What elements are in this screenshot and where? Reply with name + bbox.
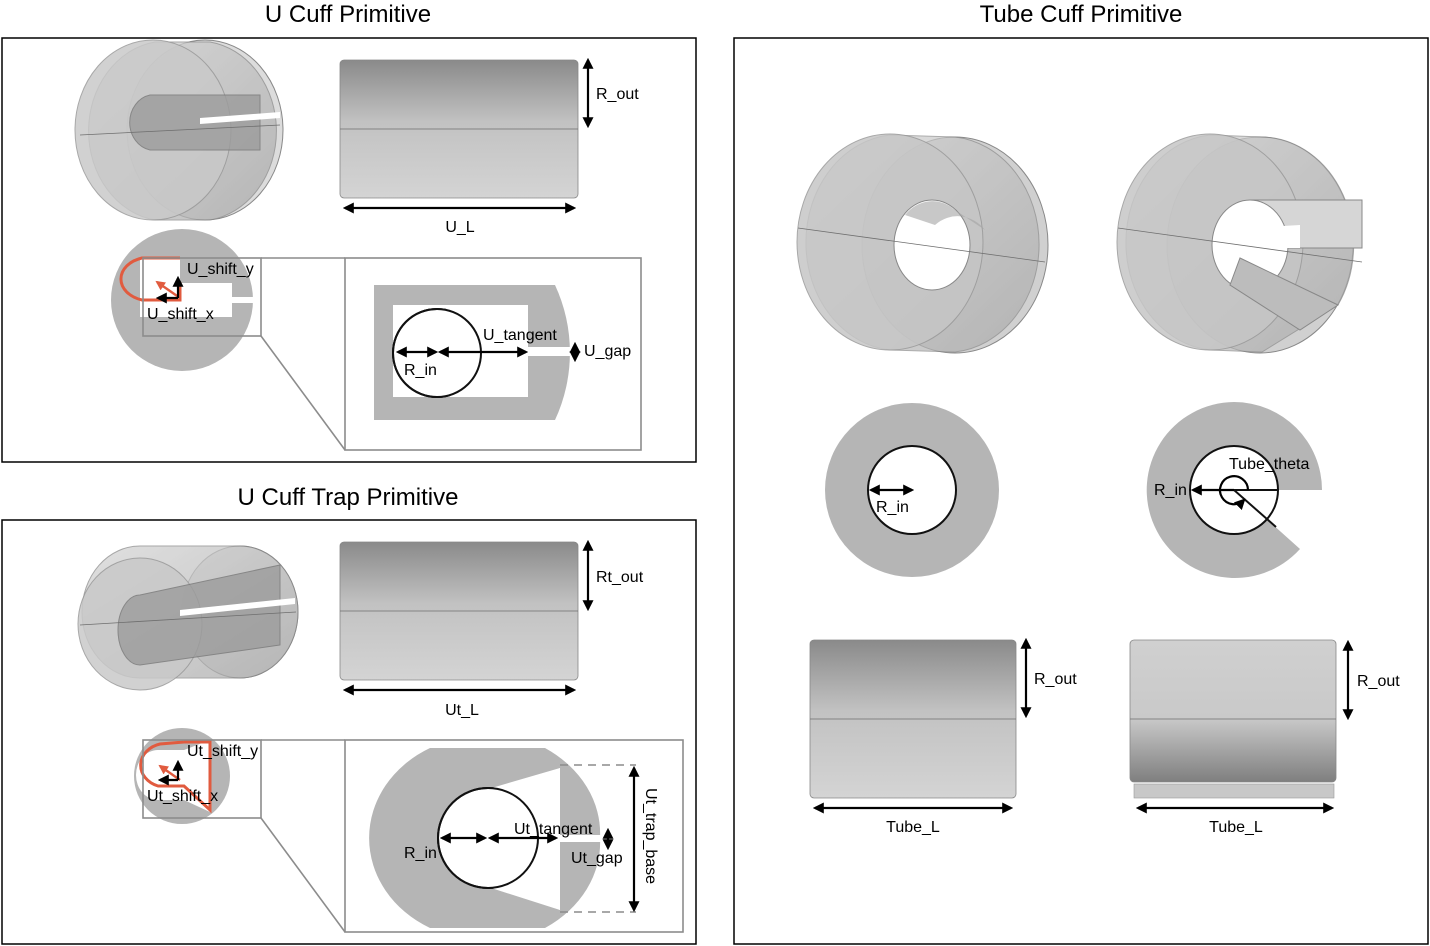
tube-r-in-left-label: R_in bbox=[876, 499, 909, 516]
u-cuff-trap-zoom-detail: R_in Ut_tangent Ut_gap Ut_trap_base bbox=[344, 739, 684, 933]
ut-gap-label: Ut_gap bbox=[571, 850, 623, 867]
tube-r-out-left-label: R_out bbox=[1034, 671, 1077, 688]
tube-l-left-label: Tube_L bbox=[886, 819, 940, 836]
tube-cuff-title: Tube Cuff Primitive bbox=[980, 1, 1183, 28]
u-cuff-zoom-detail: R_in U_tangent U_gap bbox=[344, 257, 642, 451]
u-cuff-frame bbox=[1, 37, 697, 463]
u-cuff-side-view: R_out U_L bbox=[339, 57, 639, 236]
tube-r-out-right-label: R_out bbox=[1357, 673, 1400, 690]
u-cuff-cross-section-small: U_shift_y U_shift_x bbox=[111, 229, 346, 451]
u-cuff-3d-view bbox=[74, 39, 284, 221]
ut-shift-x-label: Ut_shift_x bbox=[147, 788, 218, 805]
u-tangent-label: U_tangent bbox=[483, 327, 557, 344]
u-cuff-title: U Cuff Primitive bbox=[265, 1, 431, 28]
tube-3d-open-view bbox=[1116, 133, 1363, 354]
ut-shift-y-label: Ut_shift_y bbox=[187, 743, 258, 760]
tube-cuff-frame bbox=[733, 37, 1429, 945]
u-cuff-panel: U Cuff Primitive R_out U_L bbox=[1, 1, 697, 463]
tube-side-view-left: R_out Tube_L bbox=[809, 637, 1077, 836]
tube-cross-section-full: R_in bbox=[825, 403, 999, 577]
ut-l-label: Ut_L bbox=[445, 702, 479, 719]
tube-l-right-label: Tube_L bbox=[1209, 819, 1263, 836]
tube-side-view-right: R_out Tube_L bbox=[1129, 639, 1400, 836]
u-cuff-trap-cross-section-small: Ut_shift_y Ut_shift_x bbox=[134, 728, 346, 933]
tube-cross-section-open: R_in Tube_theta bbox=[1146, 402, 1322, 578]
u-l-label: U_L bbox=[445, 219, 474, 236]
tube-r-in-right-label: R_in bbox=[1154, 482, 1187, 499]
ut-trap-base-label: Ut_trap_base bbox=[642, 788, 659, 884]
u-cuff-trap-frame bbox=[1, 519, 697, 945]
u-cuff-trap-side-view: Rt_out Ut_L bbox=[339, 539, 644, 719]
rt-out-label: Rt_out bbox=[596, 569, 644, 586]
u-shift-y-label: U_shift_y bbox=[187, 261, 254, 278]
u-cuff-trap-3d-view bbox=[77, 545, 299, 691]
tube-3d-full-view bbox=[796, 133, 1049, 354]
ut-tangent-label: Ut_tangent bbox=[514, 821, 593, 838]
u-cuff-trap-title: U Cuff Trap Primitive bbox=[238, 484, 459, 511]
tube-theta-label: Tube_theta bbox=[1229, 456, 1309, 473]
u-shift-x-label: U_shift_x bbox=[147, 306, 214, 323]
r-out-label: R_out bbox=[596, 86, 639, 103]
ut-r-in-label: R_in bbox=[404, 845, 437, 862]
u-gap-label: U_gap bbox=[584, 343, 631, 360]
r-in-label: R_in bbox=[404, 362, 437, 379]
tube-cuff-panel: Tube Cuff Primitive R_in bbox=[733, 1, 1429, 945]
u-cuff-trap-panel: U Cuff Trap Primitive Rt_out Ut_L bbox=[1, 484, 697, 945]
